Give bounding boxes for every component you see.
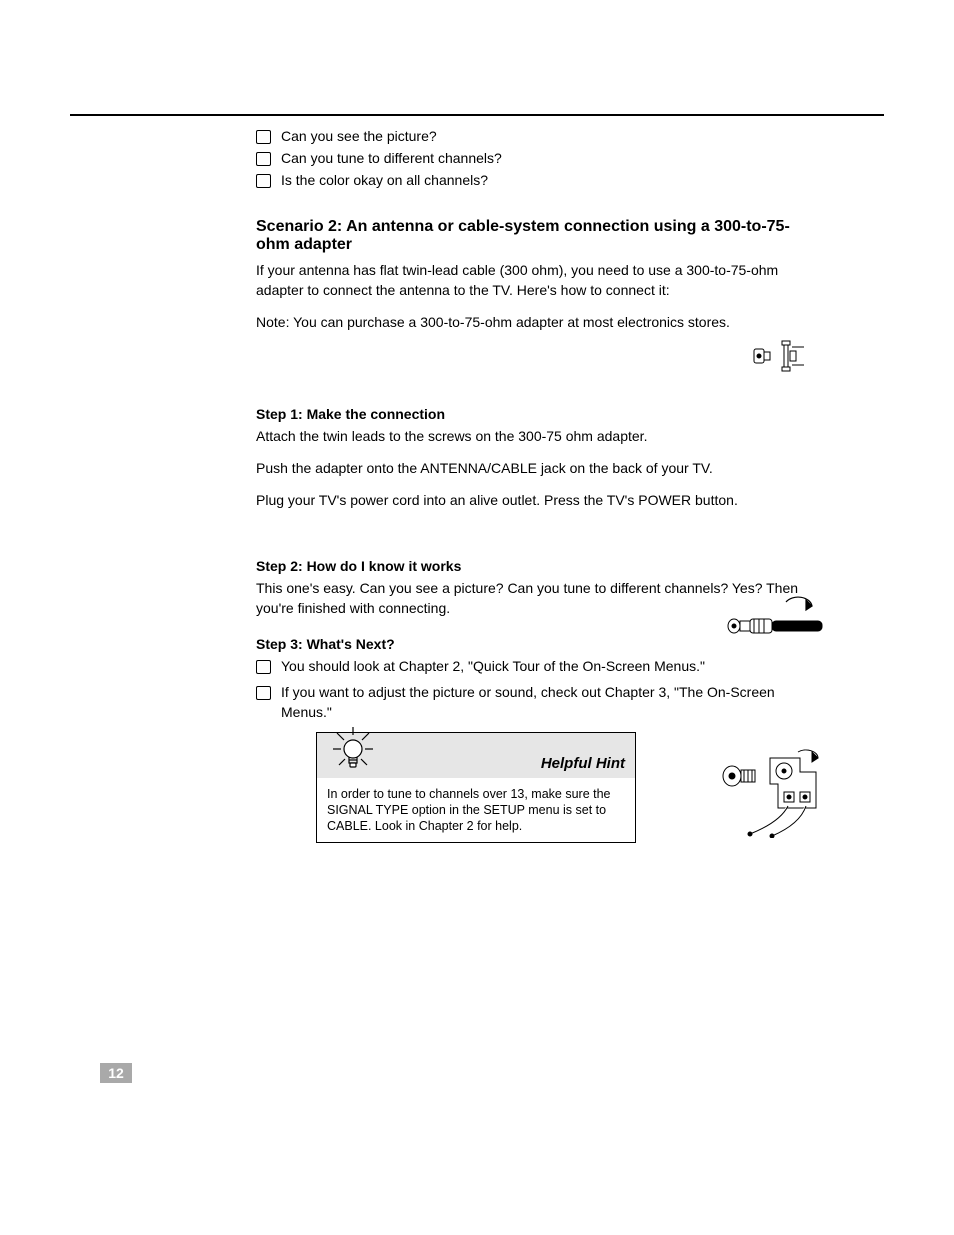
substep-text: If you want to adjust the picture or sou… — [281, 682, 816, 722]
scenario-intro: If your antenna has flat twin-lead cable… — [256, 260, 816, 300]
manual-page: Can you see the picture? Can you tune to… — [0, 0, 954, 1235]
page-content: Can you see the picture? Can you tune to… — [256, 126, 816, 843]
checkbox-icon — [256, 174, 271, 188]
coax-screw-icon — [726, 596, 826, 642]
step1-body-a: Attach the twin leads to the screws on t… — [256, 426, 816, 446]
lightbulb-icon — [329, 725, 377, 780]
checkbox-icon — [256, 152, 271, 166]
checklist-item: Can you tune to different channels? — [256, 148, 816, 168]
checkbox-icon — [256, 686, 271, 700]
callout-body: In order to tune to channels over 13, ma… — [317, 778, 635, 842]
step1-body-c: Plug your TV's power cord into an alive … — [256, 490, 816, 510]
helpful-hint-callout: Helpful Hint In order to tune to channel… — [316, 732, 636, 843]
header-rule — [70, 114, 884, 116]
callout-header: Helpful Hint — [317, 733, 635, 778]
checklist-text: Can you tune to different channels? — [281, 148, 502, 168]
substep-item: You should look at Chapter 2, "Quick Tou… — [256, 656, 816, 676]
checklist-text: Can you see the picture? — [281, 126, 437, 146]
checklist-item: Can you see the picture? — [256, 126, 816, 146]
header-spacer — [70, 48, 884, 114]
scenario-note: Note: You can purchase a 300-to-75-ohm a… — [256, 312, 816, 332]
substep-text: You should look at Chapter 2, "Quick Tou… — [281, 656, 705, 676]
checklist-text: Is the color okay on all channels? — [281, 170, 488, 190]
step1-body-b: Push the adapter onto the ANTENNA/CABLE … — [256, 458, 816, 478]
checkbox-icon — [256, 660, 271, 674]
checklist-item: Is the color okay on all channels? — [256, 170, 816, 190]
step2-title: Step 2: How do I know it works — [256, 558, 816, 574]
page-number: 12 — [100, 1063, 132, 1083]
checkbox-icon — [256, 130, 271, 144]
substep-item: If you want to adjust the picture or sou… — [256, 682, 816, 722]
checklist: Can you see the picture? Can you tune to… — [256, 126, 816, 190]
scenario-title: Scenario 2: An antenna or cable-system c… — [256, 218, 816, 254]
connector-pair-icon — [752, 339, 812, 373]
step1-title: Step 1: Make the connection — [256, 406, 816, 422]
adapter-assembly-icon — [720, 748, 830, 838]
callout-title: Helpful Hint — [541, 755, 625, 772]
